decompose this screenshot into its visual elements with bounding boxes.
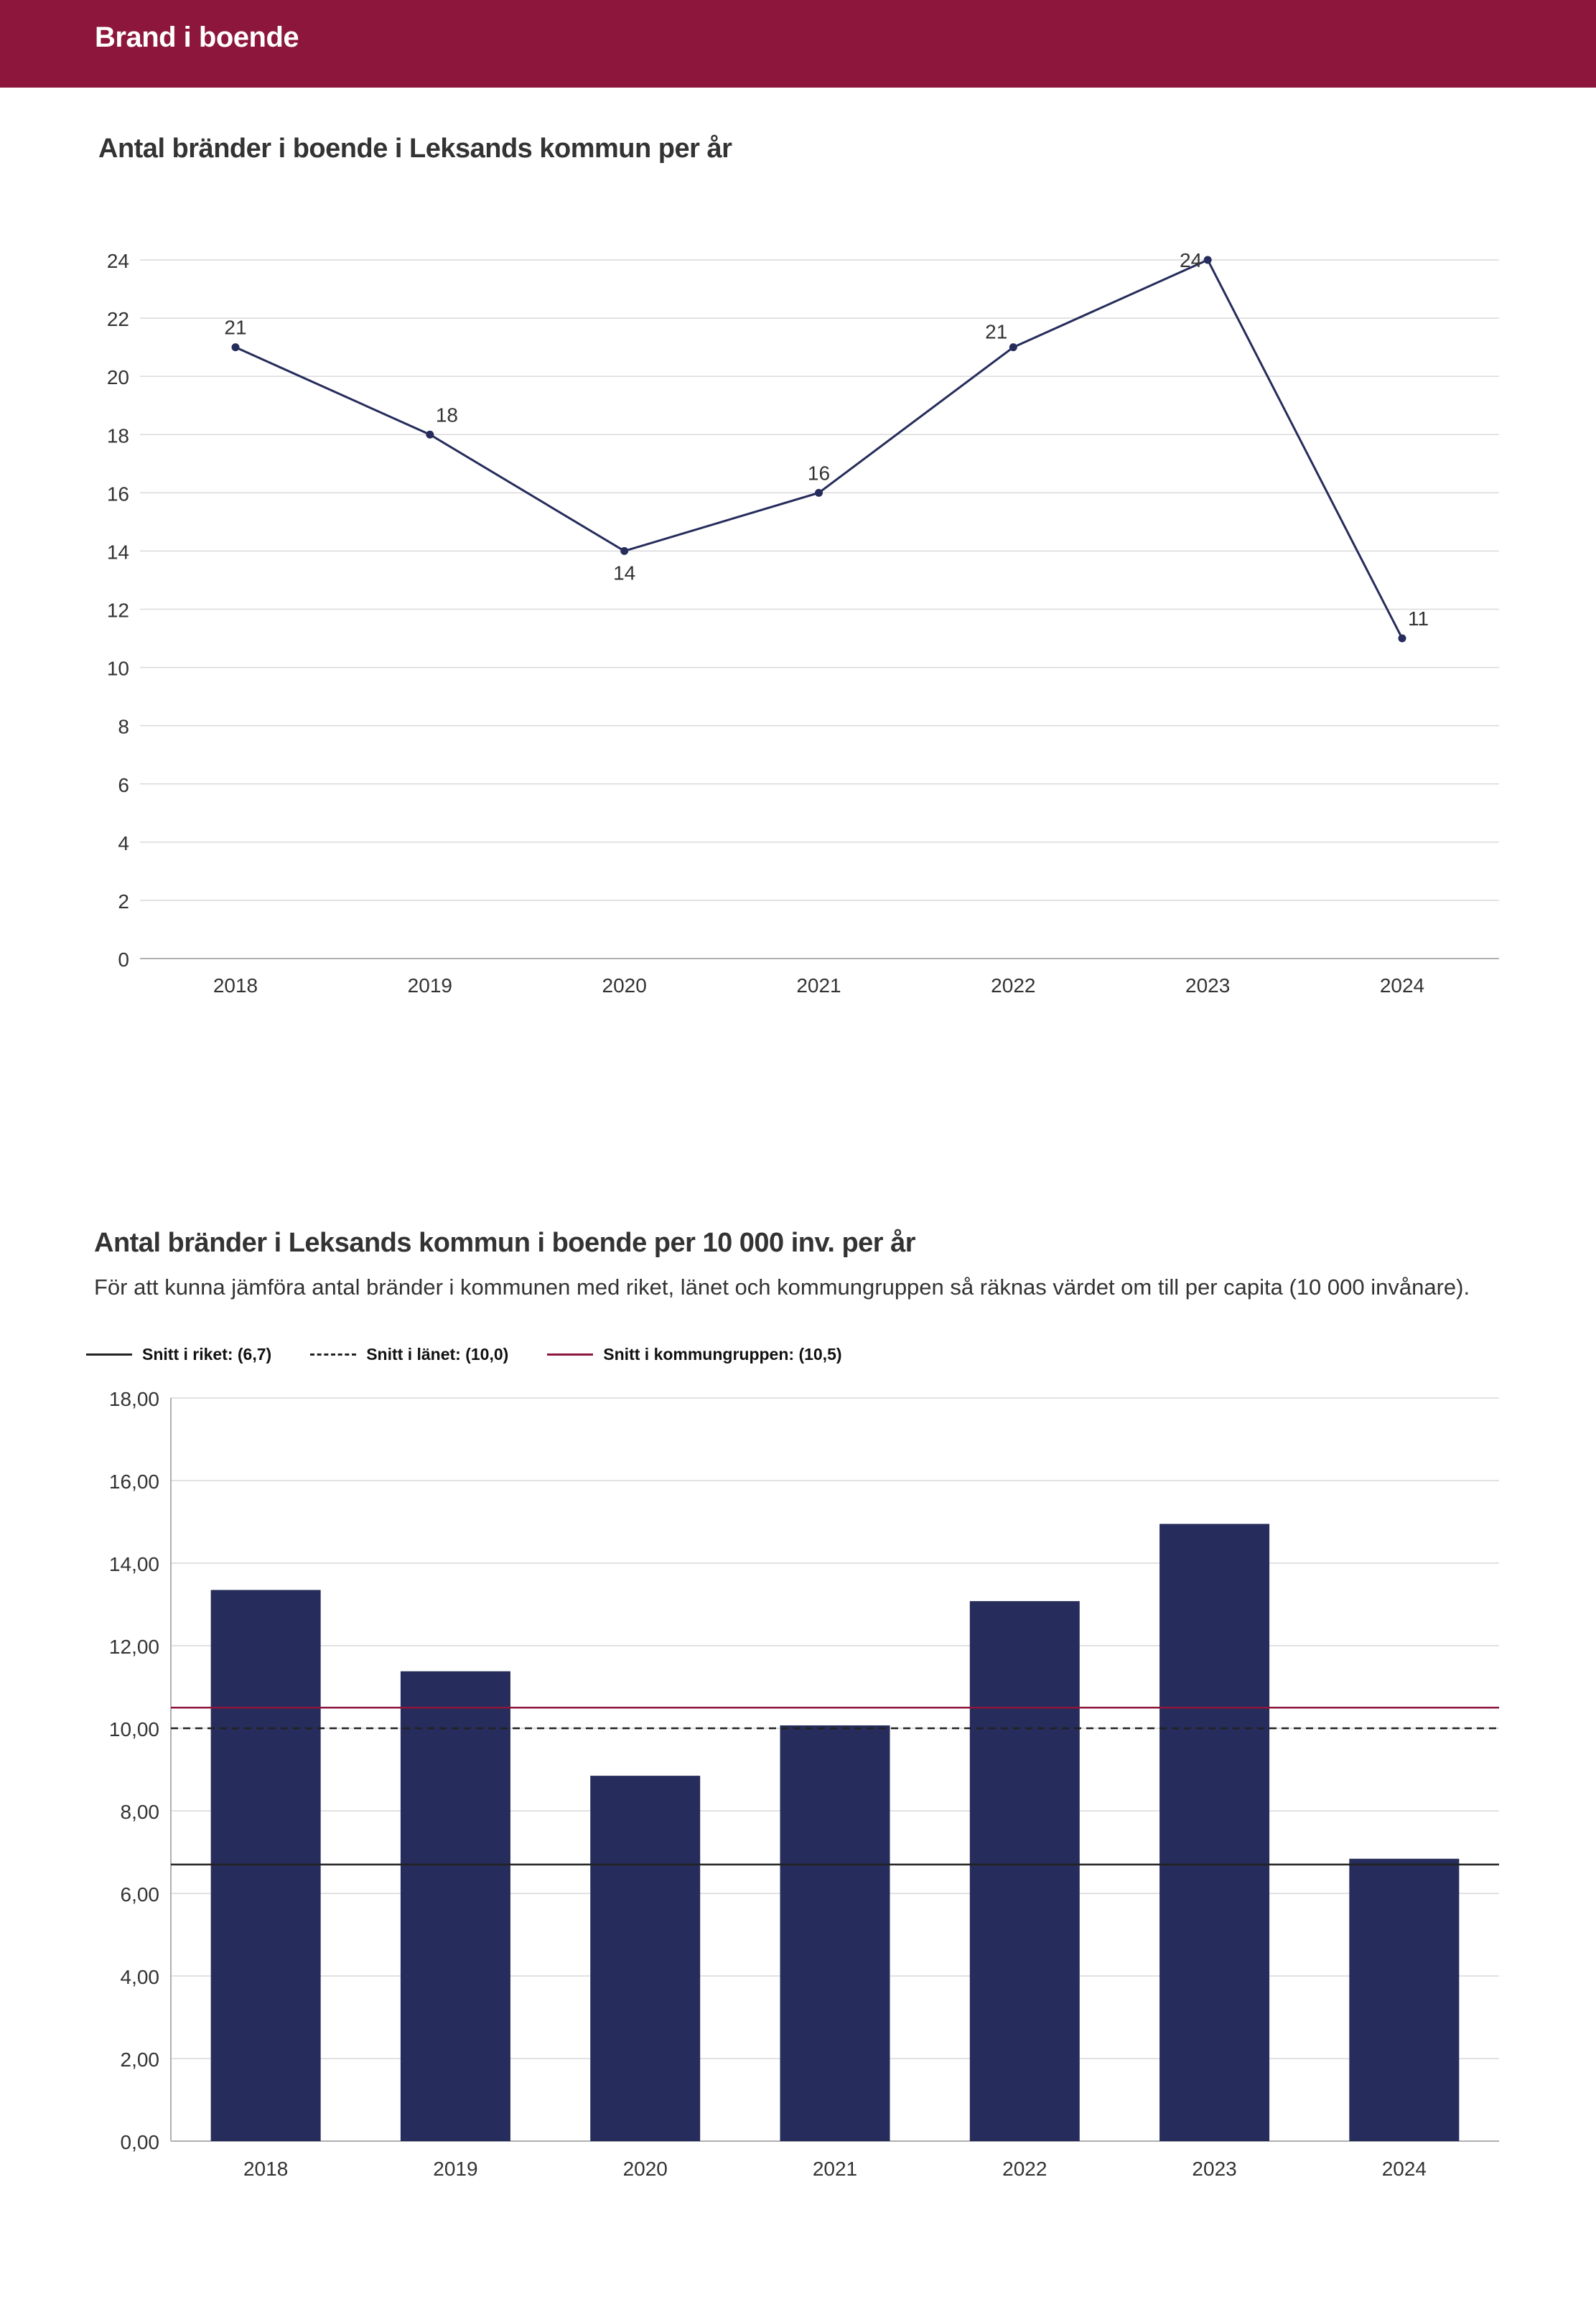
y-tick-label: 0 [118,949,129,971]
bar [1349,1858,1460,2141]
data-point [1398,634,1406,643]
bar [780,1725,890,2141]
bar [210,1590,321,2141]
bar [400,1671,510,2141]
y-tick-label: 18 [107,424,129,447]
data-label: 21 [224,317,246,339]
y-tick-label: 8 [118,716,129,738]
data-label: 18 [436,404,458,426]
data-label: 24 [1180,249,1202,271]
y-tick-label: 10 [107,658,129,680]
data-point [426,430,434,439]
y-tick-label: 16,00 [109,1471,159,1493]
page-header: Brand i boende [0,0,1596,88]
legend-swatch-riket [86,1353,132,1356]
y-tick-label: 12 [107,600,129,622]
x-tick-label: 2019 [433,2158,477,2180]
y-tick-label: 4,00 [121,1966,160,1988]
x-tick-label: 2019 [408,974,452,997]
x-tick-label: 2024 [1382,2158,1427,2180]
y-tick-label: 14,00 [109,1553,159,1575]
legend-label-kommungrupp: Snitt i kommungruppen: (10,5) [603,1344,842,1364]
data-point [1203,256,1212,264]
x-tick-label: 2018 [213,974,258,997]
x-tick-label: 2023 [1192,2158,1236,2180]
y-tick-label: 20 [107,366,129,388]
legend-item-riket: Snitt i riket: (6,7) [86,1345,271,1364]
legend-item-lanet: Snitt i länet: (10,0) [310,1345,508,1364]
data-label: 16 [808,462,830,484]
bar [969,1600,1080,2141]
x-tick-label: 2020 [602,974,647,997]
y-tick-label: 18,00 [109,1388,159,1410]
chart2-title: Antal bränder i Leksands kommun i boende… [94,1228,916,1258]
x-tick-label: 2021 [796,974,841,997]
x-tick-label: 2021 [813,2158,857,2180]
y-tick-label: 14 [107,541,129,563]
y-tick-label: 6,00 [121,1883,160,1906]
page-title: Brand i boende [95,22,299,53]
x-tick-label: 2022 [991,974,1035,997]
data-point [231,343,240,352]
chart2-description: För att kunna jämföra antal bränder i ko… [94,1274,1470,1300]
x-tick-label: 2022 [1002,2158,1047,2180]
x-tick-label: 2024 [1380,974,1424,997]
chart1-title: Antal bränder i boende i Leksands kommun… [98,134,732,164]
legend-swatch-kommungrupp [547,1353,594,1356]
y-tick-label: 16 [107,483,129,505]
bar [1159,1524,1270,2141]
x-tick-label: 2023 [1185,974,1230,997]
y-tick-label: 4 [118,832,129,854]
y-tick-label: 6 [118,774,129,796]
legend-label-riket: Snitt i riket: (6,7) [142,1344,272,1364]
x-tick-label: 2018 [243,2158,288,2180]
legend-label-lanet: Snitt i länet: (10,0) [366,1344,509,1364]
legend-item-kommungrupp: Snitt i kommungruppen: (10,5) [547,1344,842,1364]
y-tick-label: 12,00 [109,1636,159,1658]
data-label: 11 [1408,607,1429,630]
data-label: 21 [985,321,1007,343]
data-point [815,488,823,497]
chart2-legend: Snitt i riket: (6,7) Snitt i länet: (10,… [86,1341,881,1367]
legend-swatch-lanet [310,1353,357,1356]
y-tick-label: 8,00 [121,1801,160,1823]
data-point [620,546,629,555]
x-tick-label: 2020 [623,2158,668,2180]
bar [590,1776,701,2141]
y-tick-label: 2 [118,890,129,913]
y-tick-label: 0,00 [121,2131,160,2153]
data-point [1009,343,1017,352]
y-tick-label: 10,00 [109,1718,159,1740]
y-tick-label: 24 [107,250,129,272]
y-tick-label: 22 [107,308,129,330]
y-tick-label: 2,00 [121,2049,160,2071]
data-label: 14 [613,561,635,584]
